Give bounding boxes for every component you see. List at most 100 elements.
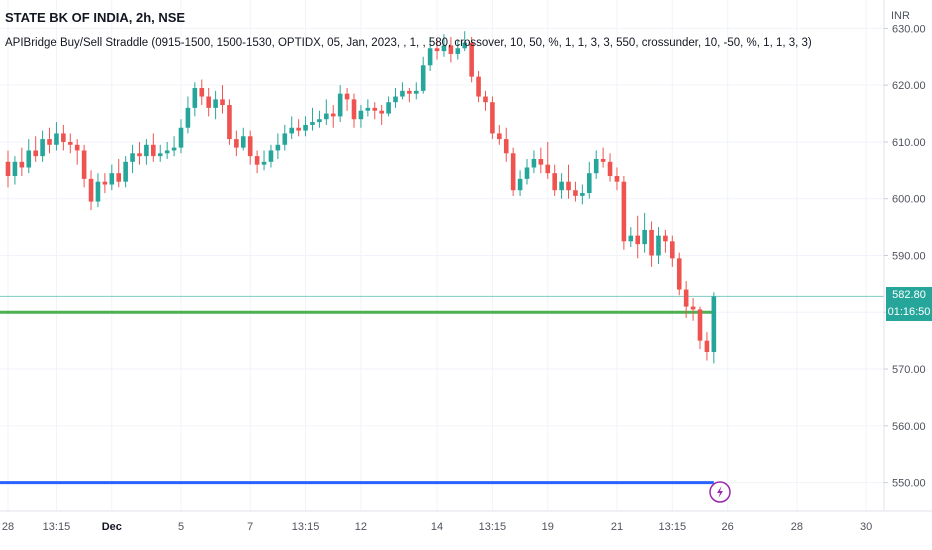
price-axis[interactable]: 550.00560.00570.00580.00590.00600.00610.… [884,23,926,490]
candle[interactable] [206,88,211,117]
candle[interactable] [600,147,606,168]
candle[interactable] [656,227,661,265]
candle[interactable] [697,306,703,350]
candle[interactable] [54,122,59,151]
candle[interactable] [635,215,641,259]
candle[interactable] [614,167,620,191]
candle[interactable] [95,173,101,208]
candle[interactable] [573,181,578,202]
candle[interactable] [137,141,142,165]
candle[interactable] [67,133,73,154]
candle[interactable] [47,127,52,154]
candle[interactable] [157,144,163,162]
candle[interactable] [227,99,232,145]
candle[interactable] [234,130,239,157]
candle[interactable] [441,34,447,57]
candle[interactable] [386,96,391,117]
candle[interactable] [171,136,177,157]
candle[interactable] [40,130,45,162]
candle[interactable] [649,221,654,267]
candle[interactable] [185,96,191,134]
candle[interactable] [580,184,585,205]
time-axis[interactable]: 28 13:15 Dec 5 7 13:15 12 14 13:15 19 21 13:15 26 28 3… [2,521,872,533]
candle[interactable] [365,99,371,117]
candle[interactable] [296,119,301,137]
candle[interactable] [690,298,696,321]
candle[interactable] [289,116,295,140]
candle[interactable] [351,93,357,128]
candle[interactable] [178,119,184,154]
symbol-title[interactable]: STATE BK OF INDIA, 2h, NSE [5,10,186,25]
alert-lightning-icon[interactable] [709,481,731,503]
candle[interactable] [61,124,66,151]
candle[interactable] [621,176,627,250]
candle[interactable] [282,124,288,151]
candle[interactable] [344,88,350,111]
candle[interactable] [517,170,523,196]
candle[interactable] [372,102,378,120]
candle[interactable] [538,147,544,174]
candle[interactable] [220,85,225,114]
candle[interactable] [254,150,260,174]
candle[interactable] [400,82,405,100]
candle[interactable] [462,31,468,52]
candle[interactable] [711,292,717,364]
candle[interactable] [109,164,115,191]
candle[interactable] [469,36,474,83]
candle[interactable] [26,139,32,174]
candle[interactable] [192,82,198,117]
candle[interactable] [268,144,274,168]
indicator-legend[interactable]: APIBridge Buy/Sell Straddle (0915-1500, … [5,37,812,49]
candle[interactable] [503,127,509,162]
candle[interactable] [358,105,364,128]
candle[interactable] [116,158,122,188]
candle[interactable] [524,158,530,185]
candle[interactable] [303,116,308,137]
candle[interactable] [324,99,329,125]
candle[interactable] [5,150,11,188]
candle[interactable] [455,39,461,60]
candle[interactable] [704,332,710,361]
candle[interactable] [144,139,149,165]
candle[interactable] [81,144,87,188]
candle[interactable] [497,124,502,145]
candle[interactable] [593,150,599,179]
candle[interactable] [683,281,689,318]
candle[interactable] [642,212,647,253]
candle[interactable] [413,82,419,100]
candle[interactable] [483,90,488,111]
candle[interactable] [559,173,564,199]
candle[interactable] [130,144,135,174]
candle[interactable] [151,133,156,162]
candle[interactable] [676,252,682,296]
candle[interactable] [476,70,481,103]
candle[interactable] [510,147,516,196]
candle[interactable] [448,36,454,63]
candle[interactable] [545,141,551,179]
candle[interactable] [670,235,675,267]
candle[interactable] [379,105,384,125]
candle[interactable] [12,156,18,185]
candle[interactable] [74,139,80,165]
candle[interactable] [330,105,336,128]
candle[interactable] [310,107,315,131]
candle[interactable] [19,147,25,177]
candle[interactable] [427,36,433,71]
candle[interactable] [407,88,412,103]
candle[interactable] [123,156,128,188]
candlestick-series[interactable] [5,31,717,364]
candle[interactable] [240,127,246,151]
candle[interactable] [247,130,253,165]
candle[interactable] [420,56,426,94]
candle[interactable] [663,229,668,253]
candle[interactable] [393,88,398,108]
candle[interactable] [434,39,440,60]
candle[interactable] [552,164,557,196]
candle[interactable] [566,164,571,199]
candle[interactable] [490,96,495,140]
candle[interactable] [275,133,281,159]
candle[interactable] [261,150,267,171]
candle[interactable] [199,79,205,106]
candle[interactable] [337,85,343,123]
